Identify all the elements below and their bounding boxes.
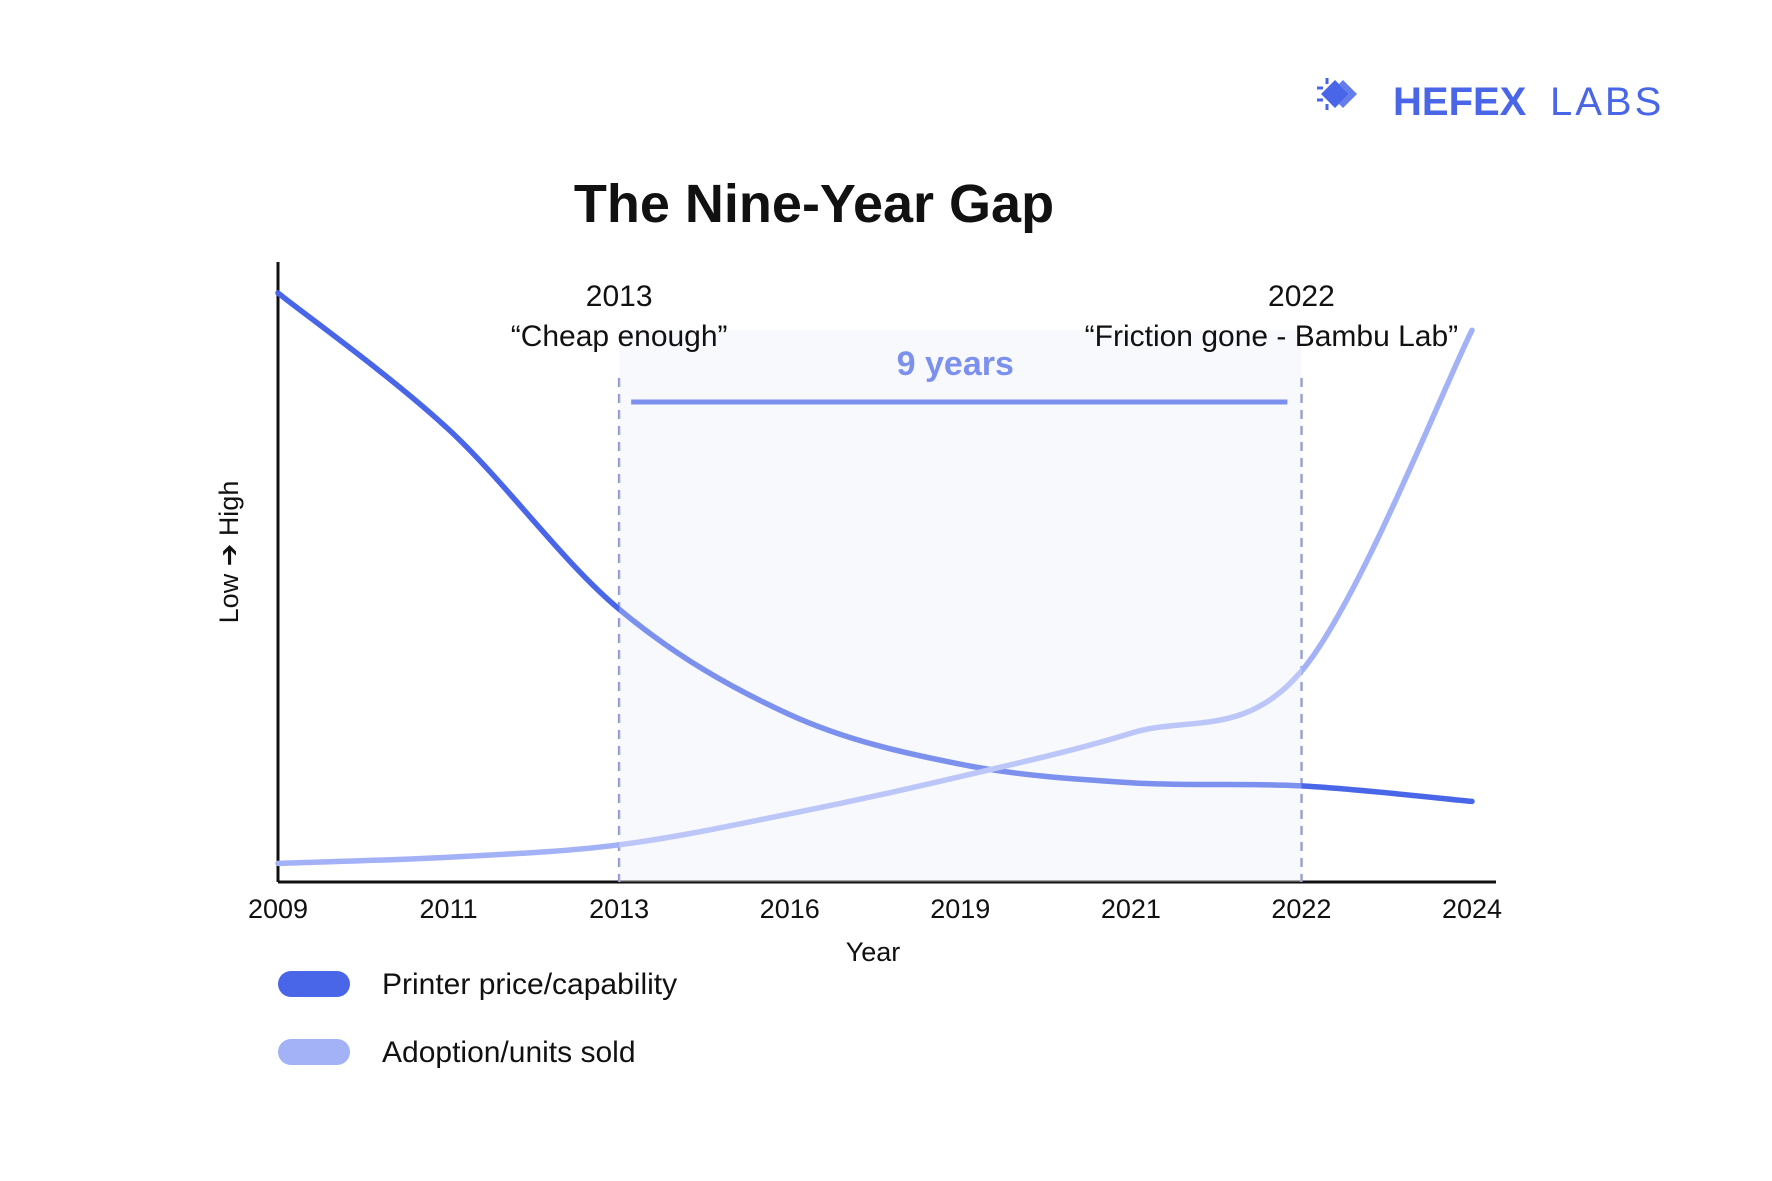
legend-swatch-printer-price bbox=[278, 971, 350, 997]
x-tick-label-2013: 2013 bbox=[589, 894, 649, 924]
chip-icon bbox=[1317, 78, 1357, 110]
annotation-text-2022: “Friction gone - Bambu Lab” bbox=[1085, 320, 1459, 353]
x-axis-label: Year bbox=[846, 937, 901, 967]
gap-region bbox=[619, 330, 1302, 882]
series-line-adoption bbox=[275, 327, 1475, 867]
x-tick-label-2021: 2021 bbox=[1101, 894, 1161, 924]
legend-label-printer-price: Printer price/capability bbox=[382, 968, 677, 1001]
brand-name-light: LABS bbox=[1550, 80, 1664, 124]
chart-title: The Nine-Year Gap bbox=[574, 174, 1054, 234]
annotation-year-2013: 2013 bbox=[586, 280, 653, 313]
brand-logo: HEFEX LABS bbox=[1317, 78, 1664, 124]
annotation-layer: 2013 “Cheap enough” 2022 “Friction gone - B… bbox=[511, 280, 1458, 353]
legend-label-adoption: Adoption/units sold bbox=[382, 1036, 636, 1069]
series-layer bbox=[275, 290, 1475, 882]
x-tick-label-2024: 2024 bbox=[1442, 894, 1502, 924]
x-tick-layer: 2009 2011 2013 2016 2019 2021 2022 2024 bbox=[248, 894, 1502, 924]
brand-name-bold: HEFEX bbox=[1393, 80, 1527, 124]
x-tick-label-2022: 2022 bbox=[1271, 894, 1331, 924]
series-line-printer-price bbox=[275, 290, 1475, 805]
legend-swatch-adoption bbox=[278, 1039, 350, 1065]
annotation-text-2013: “Cheap enough” bbox=[511, 320, 728, 353]
x-tick-label-2009: 2009 bbox=[248, 894, 308, 924]
legend: Printer price/capability Adoption/units s… bbox=[278, 968, 677, 1069]
x-tick-label-2016: 2016 bbox=[760, 894, 820, 924]
x-tick-label-2019: 2019 bbox=[930, 894, 990, 924]
gap-overlay bbox=[619, 330, 1302, 882]
annotation-year-2022: 2022 bbox=[1268, 280, 1335, 313]
x-tick-label-2011: 2011 bbox=[420, 894, 478, 924]
y-axis-label: Low ➔ High bbox=[214, 481, 244, 624]
gap-label: 9 years bbox=[897, 345, 1014, 383]
